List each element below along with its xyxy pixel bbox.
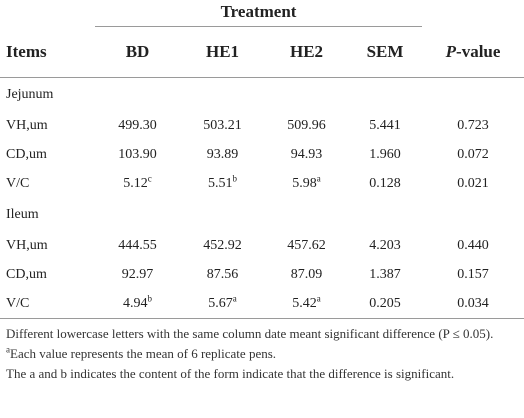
cell-he2-significance-letter: a	[316, 292, 321, 303]
cell-bd: 92.97	[95, 260, 180, 289]
cell-sem: 5.441	[369, 117, 401, 133]
cell-he2-value: 5.98	[292, 175, 317, 191]
cell-p: 0.440	[457, 237, 489, 253]
cell-sem: 0.128	[369, 175, 401, 191]
cell-he1: 5.51b	[180, 169, 265, 198]
section-row: Ileum	[0, 198, 524, 231]
row-label: CD,um	[6, 146, 47, 162]
cell-he2: 509.96	[265, 111, 348, 140]
row-label: CD,um	[6, 266, 47, 282]
table-row: CD,um 92.97 87.56 87.09 1.387 0.157	[0, 260, 524, 289]
section-label: Jejunum	[6, 86, 54, 102]
cell-he2: 5.42a	[265, 289, 348, 319]
col-header-p-value: P-value	[422, 27, 524, 78]
cell-he1: 87.56	[180, 260, 265, 289]
cell-he1: 5.67a	[180, 289, 265, 319]
cell-bd: 5.12c	[95, 169, 180, 198]
row-label: VH,um	[6, 237, 48, 253]
group-header-row: Treatment	[0, 0, 524, 27]
cell-bd: 4.94b	[95, 289, 180, 319]
footnote-1: Different lowercase letters with the sam…	[6, 326, 494, 341]
cell-bd: 103.90	[95, 140, 180, 169]
cell-bd-significance-letter: c	[147, 172, 152, 183]
section-label: Ileum	[6, 206, 39, 222]
table-row: V/C 5.12c 5.51b 5.98a 0.128 0.021	[0, 169, 524, 198]
cell-sem: 1.960	[369, 146, 401, 162]
row-label: V/C	[0, 289, 95, 319]
col-header-bd: BD	[95, 27, 180, 78]
p-suffix: -value	[456, 42, 501, 61]
cell-he1-significance-letter: b	[232, 172, 238, 183]
cell-he1: 93.89	[180, 140, 265, 169]
data-table: Treatment Items BD HE1 HE2 SEM P-value J…	[0, 0, 524, 319]
cell-p: 0.157	[457, 266, 489, 282]
cell-bd-value: 444.55	[118, 237, 157, 253]
cell-p: 0.034	[422, 289, 524, 319]
cell-sem: 0.205	[348, 289, 423, 319]
cell-he2-value: 87.09	[290, 266, 323, 282]
col-header-items: Items	[0, 27, 95, 78]
cell-he2: 87.09	[265, 260, 348, 289]
col-header-he1: HE1	[180, 27, 265, 78]
table-row: VH,um 499.30 503.21 509.96 5.441 0.723	[0, 111, 524, 140]
table-footnotes: Different lowercase letters with the sam…	[6, 325, 518, 385]
col-header-he2: HE2	[265, 27, 348, 78]
cell-he1-value: 5.67	[208, 295, 233, 311]
cell-he1: 452.92	[180, 231, 265, 260]
table-body: Jejunum VH,um 499.30 503.21 509.96 5.441 0.723…	[0, 78, 524, 319]
table-row: V/C 4.94b 5.67a 5.42a 0.205 0.034	[0, 289, 524, 319]
column-header-row: Items BD HE1 HE2 SEM P-value	[0, 27, 524, 78]
row-label: V/C	[6, 175, 30, 191]
cell-p: 0.072	[457, 146, 489, 162]
cell-sem: 4.203	[369, 237, 401, 253]
treatment-underline	[95, 26, 423, 27]
cell-he2: 94.93	[265, 140, 348, 169]
cell-he1: 503.21	[180, 111, 265, 140]
cell-he2-significance-letter: a	[316, 172, 321, 183]
cell-bd: 499.30	[95, 111, 180, 140]
footnote-2-text: Each value represents the mean of 6 repl…	[10, 346, 277, 361]
cell-he2-value: 509.96	[287, 117, 326, 133]
cell-bd-value: 92.97	[121, 266, 154, 282]
cell-he2-value: 94.93	[290, 146, 323, 162]
cell-bd-significance-letter: b	[147, 292, 153, 303]
cell-he1-value: 87.56	[206, 266, 239, 282]
cell-p: 0.723	[457, 117, 489, 133]
cell-he1-value: 93.89	[206, 146, 239, 162]
cell-he1-value: 5.51	[208, 175, 233, 191]
table-row: VH,um 444.55 452.92 457.62 4.203 0.440	[0, 231, 524, 260]
col-header-sem: SEM	[348, 27, 423, 78]
cell-p: 0.021	[457, 175, 489, 191]
cell-he2: 457.62	[265, 231, 348, 260]
table-row: CD,um 103.90 93.89 94.93 1.960 0.072	[0, 140, 524, 169]
cell-he2-value: 457.62	[287, 237, 326, 253]
cell-he1-significance-letter: a	[232, 292, 237, 303]
cell-he1-value: 452.92	[203, 237, 242, 253]
treatment-header: Treatment	[95, 0, 423, 27]
section-row: Jejunum	[0, 78, 524, 112]
cell-bd: 444.55	[95, 231, 180, 260]
row-label: VH,um	[6, 117, 48, 133]
cell-sem: 1.387	[369, 266, 401, 282]
cell-bd-value: 103.90	[118, 146, 157, 162]
cell-bd-value: 4.94	[123, 295, 148, 311]
footnote-2-marker: a	[6, 344, 10, 355]
footnote-3: The a and b indicates the content of the…	[6, 366, 455, 381]
cell-he1-value: 503.21	[203, 117, 242, 133]
cell-he2-value: 5.42	[292, 295, 317, 311]
cell-bd-value: 499.30	[118, 117, 157, 133]
cell-he2: 5.98a	[265, 169, 348, 198]
treatment-header-label: Treatment	[220, 2, 297, 21]
cell-bd-value: 5.12	[123, 175, 148, 191]
footnote-2: aEach value represents the mean of 6 rep…	[6, 345, 518, 362]
p-letter: P	[445, 42, 457, 61]
